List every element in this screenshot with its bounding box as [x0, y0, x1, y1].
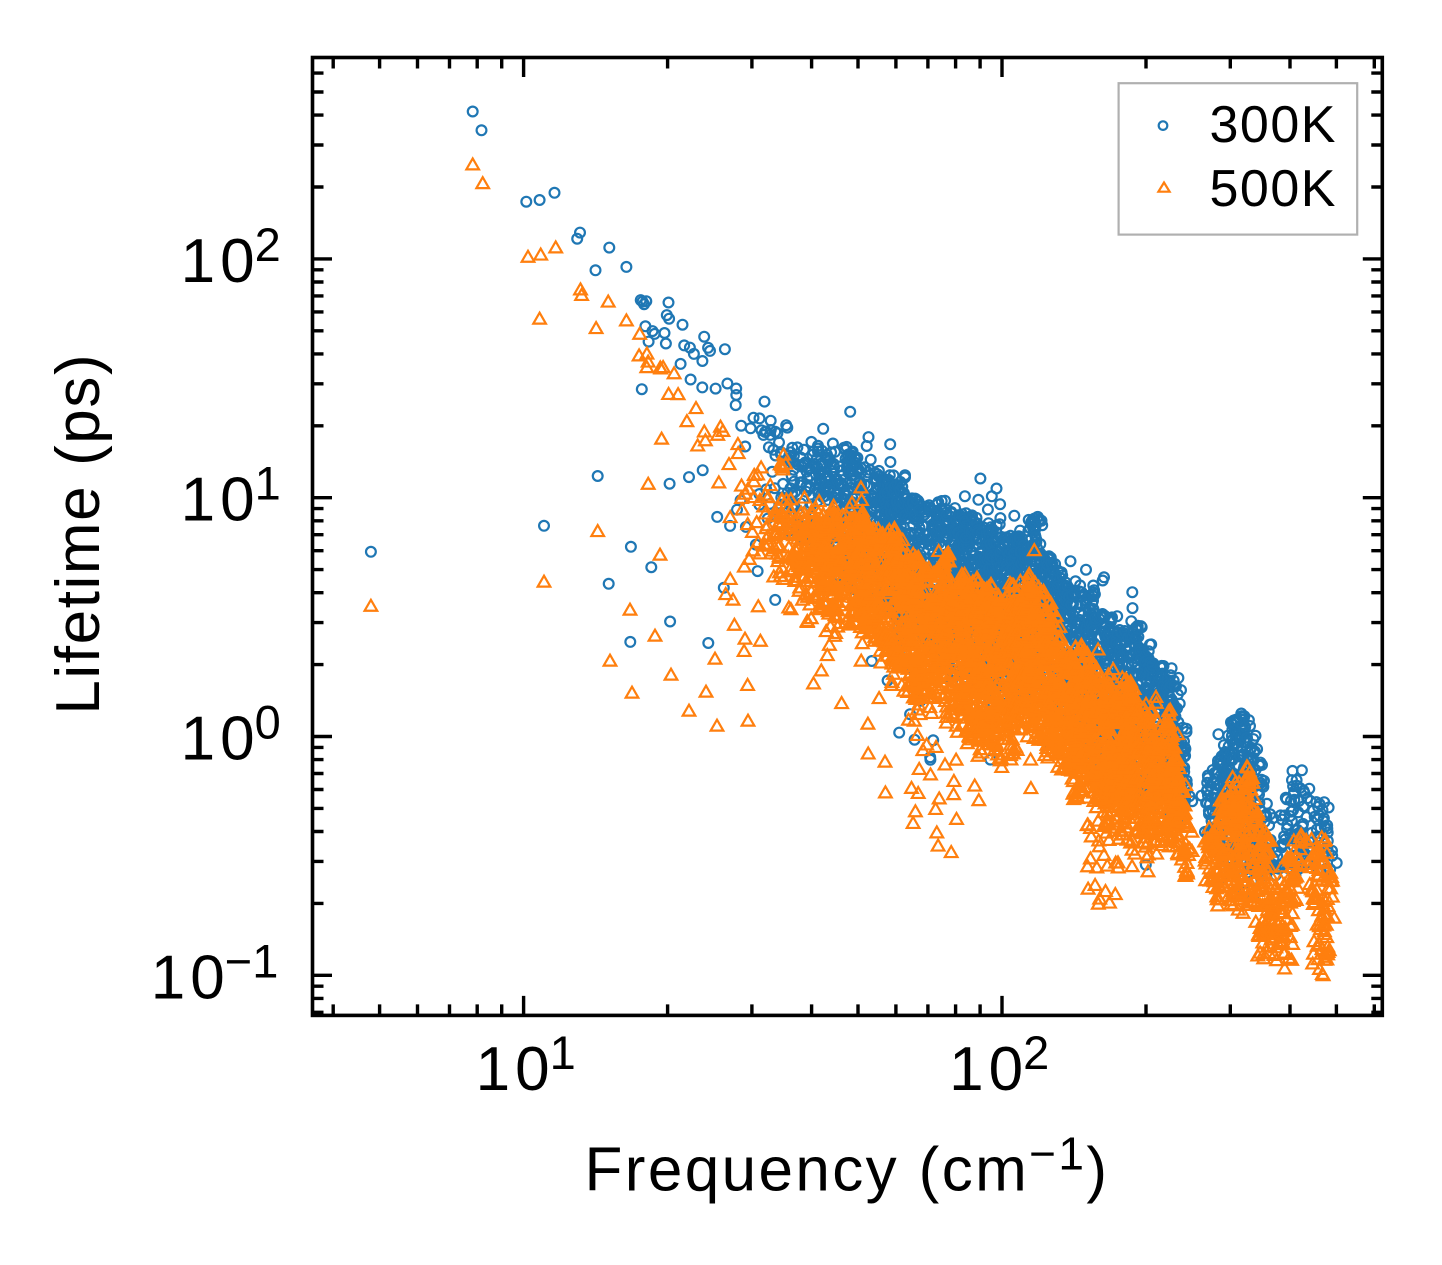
svg-text:Lifetime (ps): Lifetime (ps): [44, 353, 113, 715]
svg-text:500K: 500K: [1210, 160, 1337, 218]
svg-text:300K: 300K: [1210, 96, 1337, 154]
